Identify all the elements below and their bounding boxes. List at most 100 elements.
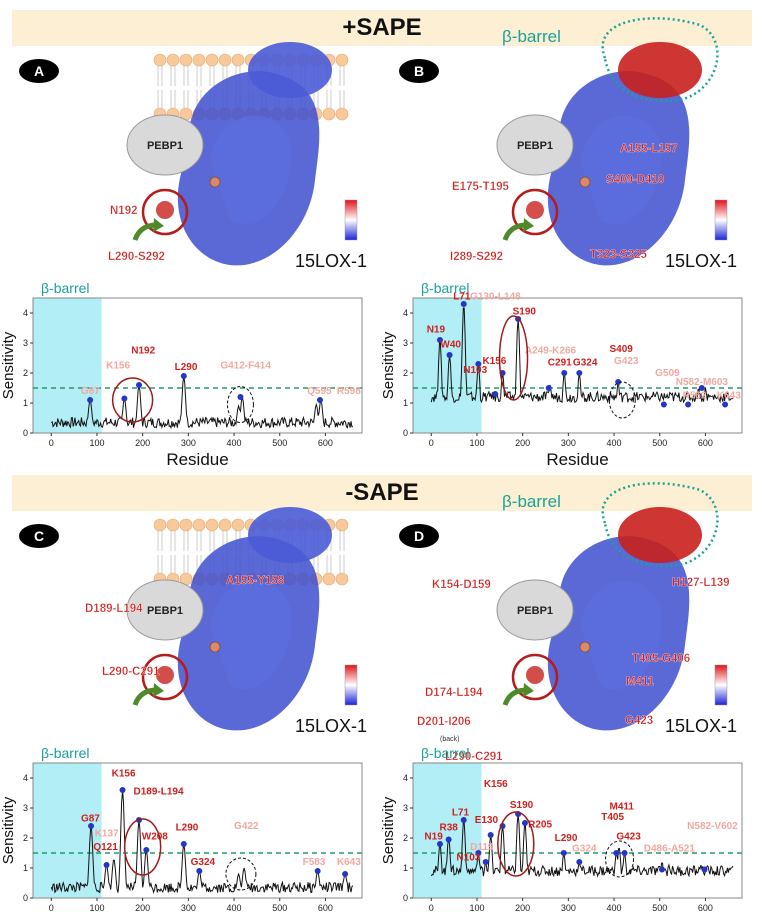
peak-label: W208	[142, 832, 169, 843]
y-tick-label: 3	[403, 803, 408, 813]
y-tick-label: 3	[23, 338, 28, 348]
chart-A: β-barrel 0 100 200 300 400 500 600 0 1 2 3 4 Residue S…	[0, 280, 363, 469]
peak-label: R38	[440, 823, 459, 834]
peak-label: D486-A521	[644, 844, 696, 855]
peak-marker	[436, 337, 443, 343]
protein-helix-core	[210, 115, 292, 225]
peak-label: L290	[555, 833, 578, 844]
peak-label: N582-V602	[687, 821, 738, 832]
peak-marker	[685, 401, 692, 408]
peak-marker	[314, 868, 321, 874]
peak-marker	[701, 866, 708, 873]
beta-barrel-outline	[601, 482, 719, 568]
peak-label: Q595	[307, 386, 332, 397]
structure-label: M411	[626, 676, 655, 688]
beta-barrel-domain	[618, 42, 702, 98]
lipid-head	[322, 572, 336, 586]
barrel-region	[33, 298, 102, 433]
peak-label: G509	[655, 368, 680, 379]
lipid-head	[192, 53, 206, 67]
beta-barrel-outline	[601, 17, 719, 103]
y-tick-label: 1	[23, 863, 28, 873]
peak-label: D189-L194	[134, 787, 184, 798]
green-arrow-head-icon	[523, 683, 534, 697]
peak-marker	[475, 361, 482, 367]
y-tick-label: 1	[23, 398, 28, 408]
structure-label: E175-T195	[452, 181, 510, 193]
peak-label: K156	[112, 769, 136, 780]
peak-label: E130	[475, 815, 499, 826]
y-tick-label: 2	[403, 368, 408, 378]
panel-badge-C	[19, 524, 59, 548]
peak-label: G130-L148	[470, 292, 521, 303]
structure-label: L290-C291	[445, 751, 503, 763]
structure-label: L290-C291	[102, 666, 160, 678]
peak-marker	[460, 817, 467, 823]
peak-marker	[180, 841, 187, 847]
peak-label: Q121	[93, 842, 118, 853]
structure-D: β-barrel PEBP1 15LOX-1 K154-D159 H127-L139 T4…	[417, 482, 737, 763]
peak-marker	[460, 301, 467, 307]
structure-B: β-barrel PEBP1 15LOX-1 A155-L157 S409-D410 E1…	[450, 17, 737, 271]
peak-marker	[621, 850, 628, 856]
lipid-head	[231, 518, 245, 532]
peak-label: G87	[81, 814, 100, 825]
lipid-head	[335, 53, 349, 67]
structure-barrel-label: β-barrel	[502, 27, 561, 46]
panel-letter-A: A	[34, 63, 44, 79]
highlight-circle	[498, 315, 529, 401]
color-scale-bar	[714, 664, 728, 706]
x-tick-label: 600	[318, 438, 333, 448]
panel-badge-B	[399, 59, 439, 83]
peak-marker	[143, 847, 150, 853]
x-tick-label: 300	[181, 903, 196, 913]
structure-label: T405-G406	[632, 653, 690, 665]
lipid-head	[166, 518, 180, 532]
panel-C: C PEBP1 15LOX-1 A155-Y158 D189-L194 L290-C291…	[0, 507, 367, 913]
protein-helix-core	[580, 115, 662, 225]
x-tick-label: 0	[49, 438, 54, 448]
x-tick-label: 600	[698, 438, 713, 448]
barrel-label: β-barrel	[41, 280, 90, 296]
chart-C: β-barrel010020030040050060001234ResidueS…	[0, 745, 363, 913]
lipid-ball	[209, 176, 221, 188]
structure-A: PEBP1 15LOX-1 N192 L290-S292	[108, 42, 367, 271]
peak-marker	[103, 862, 110, 868]
x-tick-label: 200	[515, 903, 530, 913]
highlight-circle	[497, 811, 535, 877]
lipid-head	[218, 53, 232, 67]
panel-badge-D	[399, 524, 439, 548]
beta-barrel-domain	[248, 507, 332, 563]
y-axis-label: Sensitivity	[0, 796, 17, 864]
peak-marker	[475, 850, 482, 856]
x-tick-label: 500	[272, 903, 287, 913]
peak-label: T405	[601, 812, 624, 823]
y-tick-label: 2	[23, 368, 28, 378]
green-arrow-head-icon	[153, 218, 164, 232]
x-tick-label: 300	[561, 438, 576, 448]
peak-label: K643	[717, 391, 741, 402]
panel-letter-B: B	[414, 63, 424, 79]
peak-marker	[445, 836, 452, 843]
x-axis-label: Residue	[546, 450, 608, 469]
peak-marker	[196, 868, 203, 874]
panel-badge-A	[19, 59, 59, 83]
y-tick-label: 0	[23, 893, 28, 903]
x-tick-label: 200	[135, 438, 150, 448]
pebp1-label: PEBP1	[517, 140, 553, 152]
peak-marker	[316, 397, 323, 403]
y-axis-label: Sensitivity	[380, 331, 397, 399]
peak-label: W40	[440, 340, 461, 351]
y-tick-label: 2	[23, 833, 28, 843]
peak-label: G423	[616, 832, 641, 843]
y-tick-label: 0	[403, 893, 408, 903]
peak-label: G422	[234, 821, 259, 832]
peak-marker	[136, 382, 143, 388]
structure-label: D201-I206	[417, 716, 471, 728]
lipid-ball	[579, 641, 591, 653]
peak-marker	[660, 401, 667, 408]
peak-label: S409	[609, 344, 633, 355]
interface-residues	[156, 666, 174, 684]
y-tick-label: 0	[23, 428, 28, 438]
